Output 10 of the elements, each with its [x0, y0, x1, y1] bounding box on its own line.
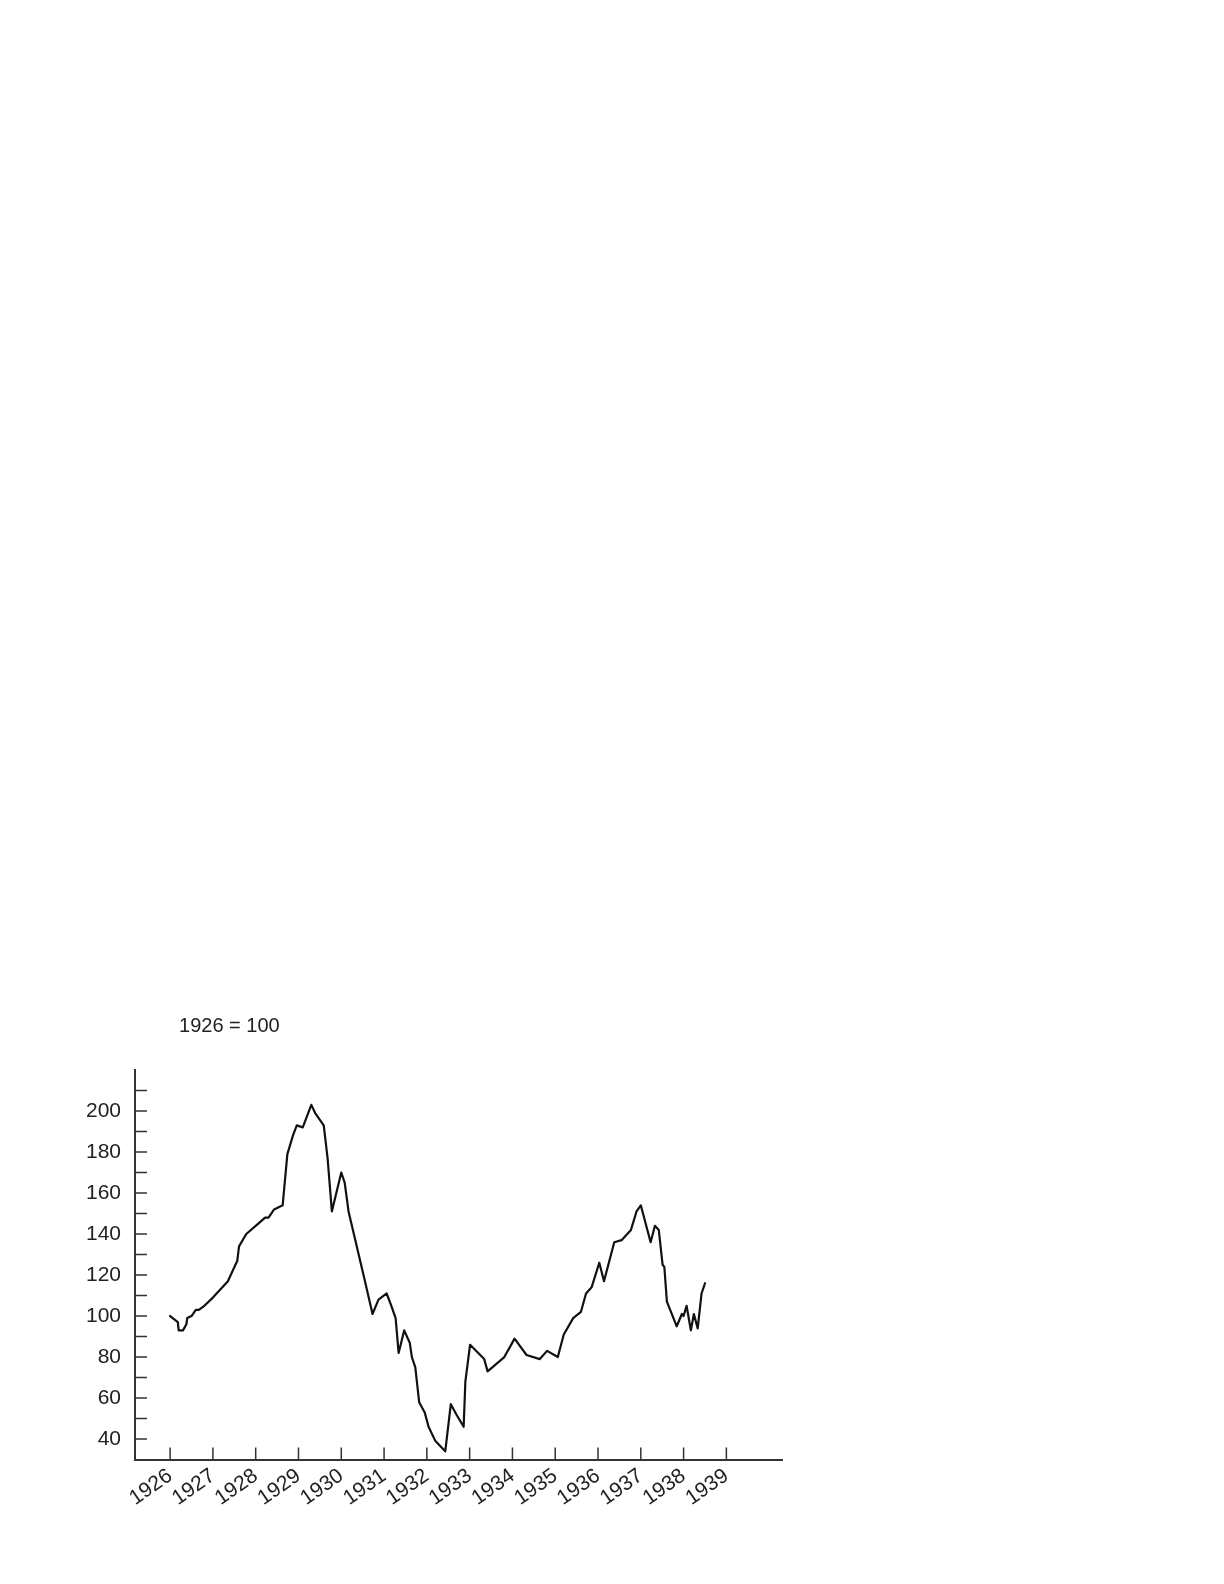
y-tick-label: 200	[85, 1097, 122, 1121]
y-tick-label: 80	[97, 1343, 122, 1367]
y-tick-label: 140	[85, 1220, 122, 1244]
y-tick-label: 60	[97, 1384, 122, 1408]
y-tick-label: 120	[85, 1261, 122, 1285]
y-tick-label: 160	[85, 1179, 122, 1203]
chart-title: 1926 = 100	[179, 1014, 280, 1036]
y-tick-label: 180	[85, 1138, 122, 1162]
y-tick-label: 100	[85, 1302, 122, 1326]
y-tick-label: 40	[97, 1425, 122, 1449]
